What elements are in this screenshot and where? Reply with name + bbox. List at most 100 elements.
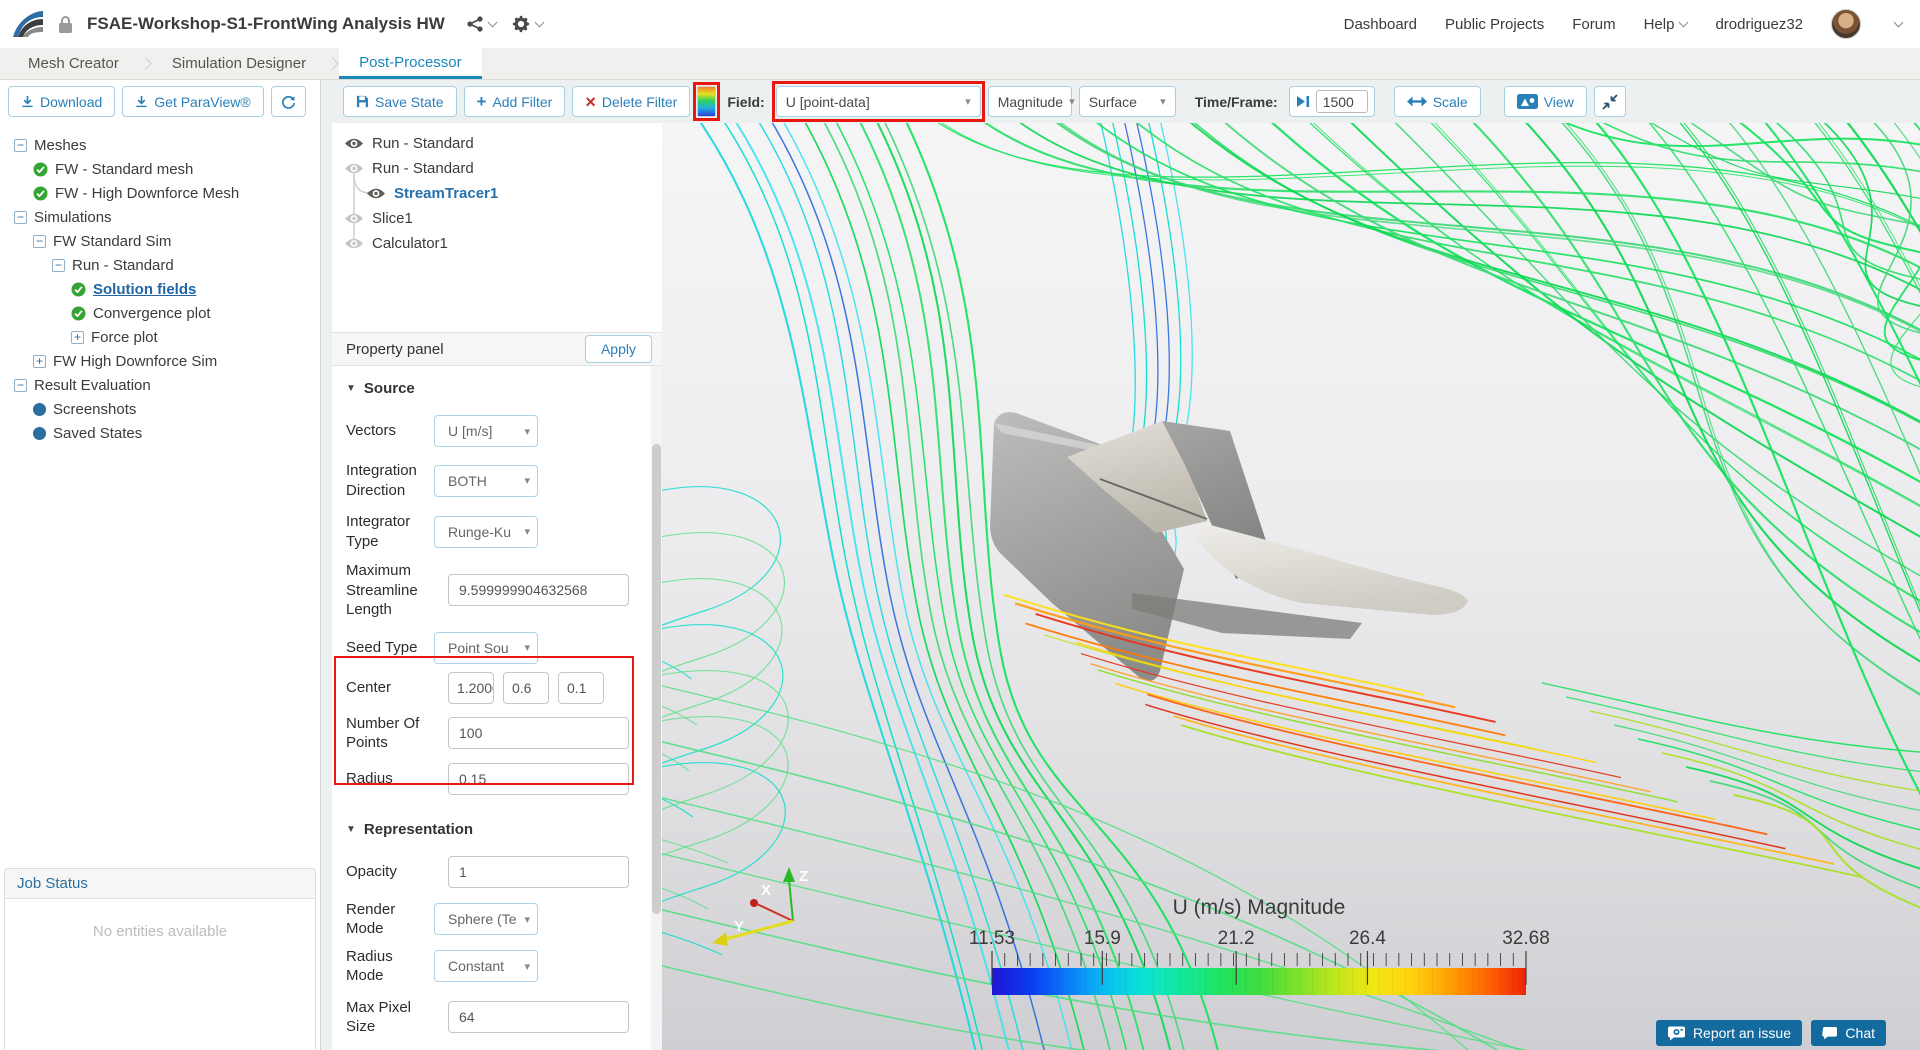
- pipeline-item-slice1-3[interactable]: Slice1: [332, 206, 662, 231]
- property-row-maximum-streamline-length: Maximum Streamline Length: [346, 561, 638, 620]
- collapse-icon[interactable]: −: [33, 234, 46, 248]
- render-viewport[interactable]: U (m/s) Magnitude 11.53 15.9 21.2 26.4 32.68 Z…: [662, 123, 1920, 1050]
- component-select[interactable]: Magnitude ▾: [987, 86, 1075, 117]
- settings-button[interactable]: [512, 15, 545, 33]
- eye-icon[interactable]: [344, 212, 364, 225]
- nav-public-projects[interactable]: Public Projects: [1445, 15, 1545, 33]
- sidebar-item-convergence-plot[interactable]: Convergence plot: [0, 301, 320, 325]
- integrator-type-select[interactable]: Runge-Ku ▾: [434, 515, 538, 548]
- representation-select[interactable]: Surface ▾: [1078, 86, 1176, 117]
- pipeline-item-run-standard-1[interactable]: Run - Standard: [332, 156, 662, 181]
- view-icon: [1516, 94, 1538, 109]
- check-icon: [33, 186, 48, 200]
- center-input-1[interactable]: [503, 671, 549, 704]
- report-issue-button[interactable]: Report an issue: [1655, 1020, 1802, 1046]
- sidebar-item-solution-fields[interactable]: Solution fields: [0, 277, 320, 301]
- apply-button[interactable]: Apply: [584, 335, 652, 363]
- pipeline-item-run-standard-0[interactable]: Run - Standard: [332, 131, 662, 156]
- viewport-3d-scene[interactable]: U (m/s) Magnitude 11.53 15.9 21.2 26.4 32.68 Z…: [662, 123, 1920, 1050]
- max-pixel-size-input[interactable]: [448, 1001, 629, 1033]
- collapse-icon[interactable]: −: [14, 378, 27, 392]
- scrollbar-thumb[interactable]: [652, 444, 661, 914]
- get-paraview-button[interactable]: Get ParaView®: [122, 86, 264, 117]
- delete-filter-button[interactable]: × Delete Filter: [572, 86, 691, 117]
- sidebar-item-fw-standard-mesh[interactable]: FW - Standard mesh: [0, 157, 320, 181]
- view-button[interactable]: View: [1503, 86, 1587, 117]
- expand-icon[interactable]: +: [33, 354, 46, 368]
- refresh-button[interactable]: [270, 86, 306, 117]
- maximum-streamline-length-input[interactable]: [448, 574, 629, 607]
- chevron-down-icon[interactable]: [1893, 17, 1904, 27]
- tab-mesh-creator[interactable]: Mesh Creator: [28, 55, 119, 72]
- property-panel-title: Property panel: [346, 340, 444, 358]
- collapse-icon[interactable]: −: [14, 138, 27, 152]
- job-status-panel: Job Status No entities available: [4, 868, 316, 1050]
- tab-post-processor[interactable]: Post-Processor: [339, 48, 482, 79]
- property-label: Radius: [346, 769, 393, 787]
- nav-help[interactable]: Help: [1644, 16, 1689, 33]
- seed-type-select[interactable]: Point Sou ▾: [434, 631, 538, 664]
- chevron-down-icon: ▾: [524, 425, 530, 438]
- property-panel-scrollbar[interactable]: [651, 366, 662, 1050]
- sidebar-item-fw-high-downforce-sim[interactable]: + FW High Downforce Sim: [0, 349, 320, 373]
- section-header-representation[interactable]: ▼ Representation: [346, 820, 474, 838]
- nav-dashboard[interactable]: Dashboard: [1343, 15, 1418, 33]
- tree-item-label: Solution fields: [93, 280, 197, 298]
- add-filter-button[interactable]: + Add Filter: [463, 86, 566, 117]
- eye-icon[interactable]: [344, 237, 364, 250]
- pipeline-and-properties-panel: Run - Standard Run - Standard StreamTracer…: [332, 123, 662, 1050]
- sidebar-item-force-plot[interactable]: + Force plot: [0, 325, 320, 349]
- integration-direction-select[interactable]: BOTH ▾: [434, 464, 538, 497]
- chat-button[interactable]: Chat: [1811, 1020, 1886, 1046]
- colormap-icon[interactable]: [697, 86, 717, 117]
- username-label[interactable]: drodriguez32: [1715, 15, 1803, 33]
- property-panel-header: Property panel Apply: [332, 332, 662, 366]
- scale-icon: [1406, 96, 1427, 107]
- collapse-icon[interactable]: −: [52, 258, 65, 272]
- scale-button[interactable]: Scale: [1393, 86, 1481, 117]
- sidebar-item-simulations[interactable]: − Simulations: [0, 205, 320, 229]
- tree-item-label: Result Evaluation: [34, 376, 151, 394]
- pipeline-item-streamtracer1-2[interactable]: StreamTracer1: [332, 181, 662, 206]
- tree-item-label: Convergence plot: [93, 304, 211, 322]
- expand-icon[interactable]: +: [71, 330, 84, 344]
- sidebar-item-fw-high-downforce-mesh[interactable]: FW - High Downforce Mesh: [0, 181, 320, 205]
- logo-icon[interactable]: [10, 6, 46, 42]
- sidebar-item-meshes[interactable]: − Meshes: [0, 133, 320, 157]
- download-button[interactable]: Download: [8, 86, 116, 117]
- download-icon: [136, 95, 147, 108]
- eye-icon[interactable]: [366, 187, 386, 200]
- fit-view-button[interactable]: [1593, 86, 1626, 117]
- avatar[interactable]: [1831, 9, 1861, 39]
- sidebar-item-result-evaluation[interactable]: − Result Evaluation: [0, 373, 320, 397]
- chevron-down-icon: ▾: [1160, 96, 1166, 108]
- opacity-input[interactable]: [448, 855, 629, 888]
- time-frame-input[interactable]: [1315, 90, 1368, 113]
- radius-mode-select[interactable]: Constant ▾: [434, 950, 538, 982]
- sidebar-item-saved-states[interactable]: Saved States: [0, 421, 320, 445]
- pipeline-item-calculator1-4[interactable]: Calculator1: [332, 231, 662, 256]
- radius-input[interactable]: [448, 762, 629, 795]
- play-next-icon[interactable]: [1296, 95, 1311, 108]
- collapse-icon[interactable]: −: [14, 210, 27, 224]
- tree-item-label: Screenshots: [53, 400, 137, 418]
- tab-simulation-designer[interactable]: Simulation Designer: [171, 55, 307, 72]
- nav-forum[interactable]: Forum: [1572, 15, 1616, 33]
- sidebar-item-run-standard[interactable]: − Run - Standard: [0, 253, 320, 277]
- number-of-points-input[interactable]: [448, 717, 629, 749]
- center-input-0[interactable]: [448, 671, 494, 704]
- save-state-button[interactable]: Save State: [343, 86, 457, 117]
- sidebar-item-fw-standard-sim[interactable]: − FW Standard Sim: [0, 229, 320, 253]
- check-icon: [71, 282, 86, 296]
- share-button[interactable]: [467, 16, 498, 32]
- chevron-down-icon: ▾: [524, 526, 530, 538]
- eye-icon[interactable]: [344, 137, 364, 150]
- field-select[interactable]: U [point-data] ▾: [775, 86, 981, 117]
- sidebar-item-screenshots[interactable]: Screenshots: [0, 397, 320, 421]
- eye-icon[interactable]: [344, 162, 364, 175]
- center-input-2[interactable]: [558, 671, 604, 704]
- vectors-select[interactable]: U [m/s] ▾: [434, 415, 538, 447]
- render-mode-select[interactable]: Sphere (Te ▾: [434, 903, 538, 935]
- field-label: Field:: [727, 93, 765, 110]
- section-header-source[interactable]: ▼ Source: [346, 380, 415, 397]
